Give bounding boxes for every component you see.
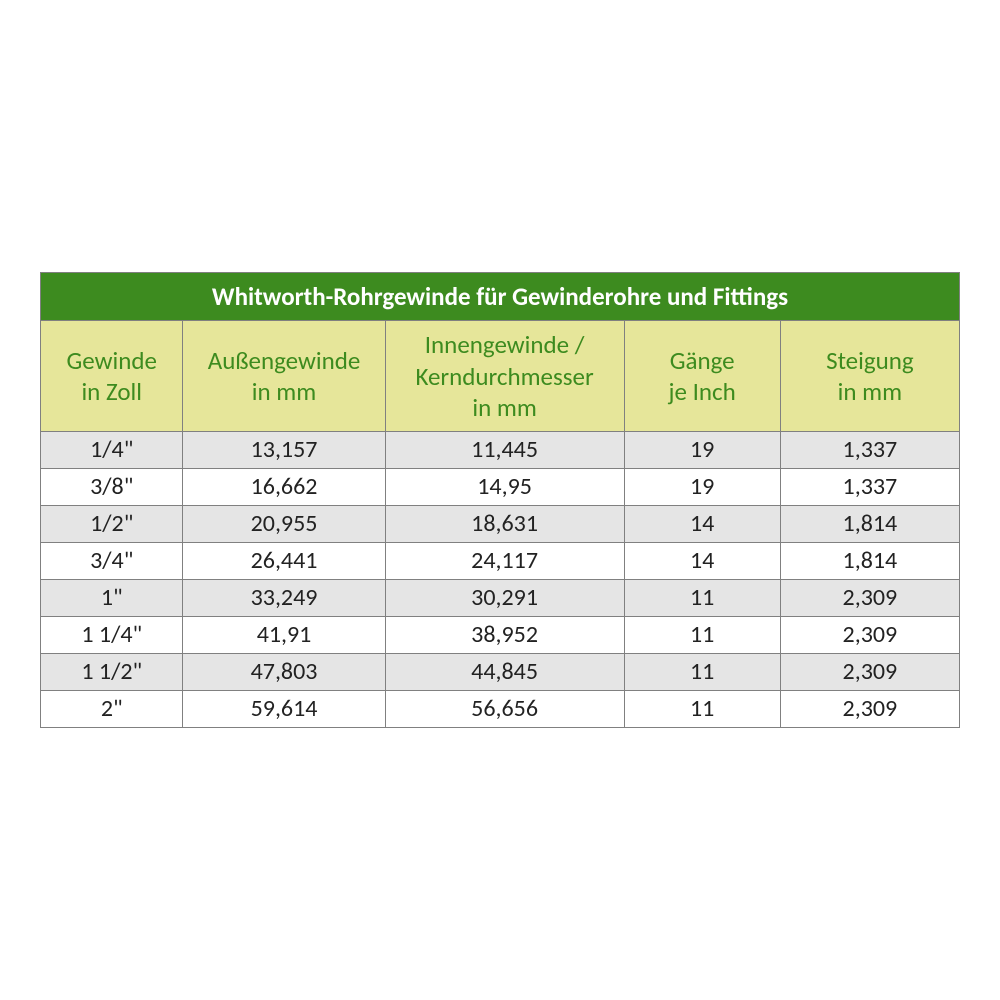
col-header-text: Kerndurchmesser bbox=[415, 361, 593, 392]
col-header-steigung: Steigung in mm bbox=[780, 321, 959, 432]
col-header-text: je Inch bbox=[669, 376, 736, 407]
cell: 26,441 bbox=[183, 543, 385, 580]
cell: 41,91 bbox=[183, 617, 385, 654]
col-header-text: in Zoll bbox=[81, 376, 142, 407]
table-row: 1/4" 13,157 11,445 19 1,337 bbox=[41, 432, 960, 469]
cell: 44,845 bbox=[385, 654, 624, 691]
table-title: Whitworth-Rohrgewinde für Gewinderohre u… bbox=[41, 273, 960, 321]
table-row: 1 1/2" 47,803 44,845 11 2,309 bbox=[41, 654, 960, 691]
cell: 1,337 bbox=[780, 432, 959, 469]
col-header-aussengewinde: Außengewinde in mm bbox=[183, 321, 385, 432]
cell: 1 1/4" bbox=[41, 617, 183, 654]
cell: 16,662 bbox=[183, 469, 385, 506]
col-header-text: in mm bbox=[472, 392, 536, 423]
cell: 1" bbox=[41, 580, 183, 617]
col-header-innengewinde: Innengewinde / Kerndurchmesser in mm bbox=[385, 321, 624, 432]
cell: 11 bbox=[624, 654, 780, 691]
cell: 1,814 bbox=[780, 543, 959, 580]
cell: 1 1/2" bbox=[41, 654, 183, 691]
cell: 24,117 bbox=[385, 543, 624, 580]
whitworth-table: Whitworth-Rohrgewinde für Gewinderohre u… bbox=[40, 272, 960, 728]
table-row: 1/2" 20,955 18,631 14 1,814 bbox=[41, 506, 960, 543]
cell: 2,309 bbox=[780, 654, 959, 691]
cell: 47,803 bbox=[183, 654, 385, 691]
cell: 3/4" bbox=[41, 543, 183, 580]
table-header-row: Gewinde in Zoll Außengewinde in mm Innen… bbox=[41, 321, 960, 432]
cell: 18,631 bbox=[385, 506, 624, 543]
cell: 14 bbox=[624, 506, 780, 543]
cell: 33,249 bbox=[183, 580, 385, 617]
cell: 14,95 bbox=[385, 469, 624, 506]
cell: 1/2" bbox=[41, 506, 183, 543]
cell: 59,614 bbox=[183, 691, 385, 728]
cell: 2,309 bbox=[780, 691, 959, 728]
table-row: 3/4" 26,441 24,117 14 1,814 bbox=[41, 543, 960, 580]
cell: 30,291 bbox=[385, 580, 624, 617]
cell: 20,955 bbox=[183, 506, 385, 543]
cell: 11 bbox=[624, 691, 780, 728]
cell: 1/4" bbox=[41, 432, 183, 469]
col-header-text: Innengewinde / bbox=[425, 329, 585, 360]
table-body: 1/4" 13,157 11,445 19 1,337 3/8" 16,662 … bbox=[41, 432, 960, 728]
cell: 1,337 bbox=[780, 469, 959, 506]
cell: 3/8" bbox=[41, 469, 183, 506]
table-row: 1 1/4" 41,91 38,952 11 2,309 bbox=[41, 617, 960, 654]
col-header-text: Gänge bbox=[670, 345, 735, 376]
cell: 2,309 bbox=[780, 617, 959, 654]
table-title-row: Whitworth-Rohrgewinde für Gewinderohre u… bbox=[41, 273, 960, 321]
col-header-text: Gewinde bbox=[67, 345, 157, 376]
col-header-text: in mm bbox=[838, 376, 902, 407]
cell: 11 bbox=[624, 617, 780, 654]
col-header-text: Steigung bbox=[826, 345, 914, 376]
cell: 1,814 bbox=[780, 506, 959, 543]
cell: 2" bbox=[41, 691, 183, 728]
col-header-gewinde: Gewinde in Zoll bbox=[41, 321, 183, 432]
col-header-gaenge: Gänge je Inch bbox=[624, 321, 780, 432]
cell: 11,445 bbox=[385, 432, 624, 469]
cell: 56,656 bbox=[385, 691, 624, 728]
table-row: 2" 59,614 56,656 11 2,309 bbox=[41, 691, 960, 728]
cell: 13,157 bbox=[183, 432, 385, 469]
cell: 19 bbox=[624, 432, 780, 469]
cell: 14 bbox=[624, 543, 780, 580]
cell: 38,952 bbox=[385, 617, 624, 654]
table-row: 3/8" 16,662 14,95 19 1,337 bbox=[41, 469, 960, 506]
table-row: 1" 33,249 30,291 11 2,309 bbox=[41, 580, 960, 617]
cell: 11 bbox=[624, 580, 780, 617]
col-header-text: in mm bbox=[252, 376, 316, 407]
cell: 19 bbox=[624, 469, 780, 506]
page-container: Whitworth-Rohrgewinde für Gewinderohre u… bbox=[0, 0, 1000, 1000]
cell: 2,309 bbox=[780, 580, 959, 617]
col-header-text: Außengewinde bbox=[208, 345, 361, 376]
